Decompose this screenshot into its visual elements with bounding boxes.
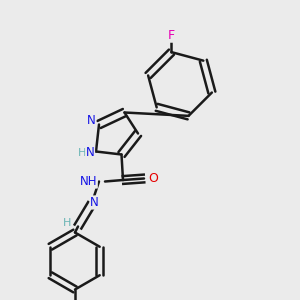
Text: N: N — [87, 113, 96, 127]
Text: N: N — [86, 146, 94, 160]
Text: N: N — [90, 196, 99, 209]
Text: H: H — [63, 218, 72, 229]
Text: F: F — [168, 29, 175, 42]
Text: O: O — [148, 172, 158, 185]
Text: NH: NH — [80, 175, 97, 188]
Text: H: H — [78, 148, 87, 158]
